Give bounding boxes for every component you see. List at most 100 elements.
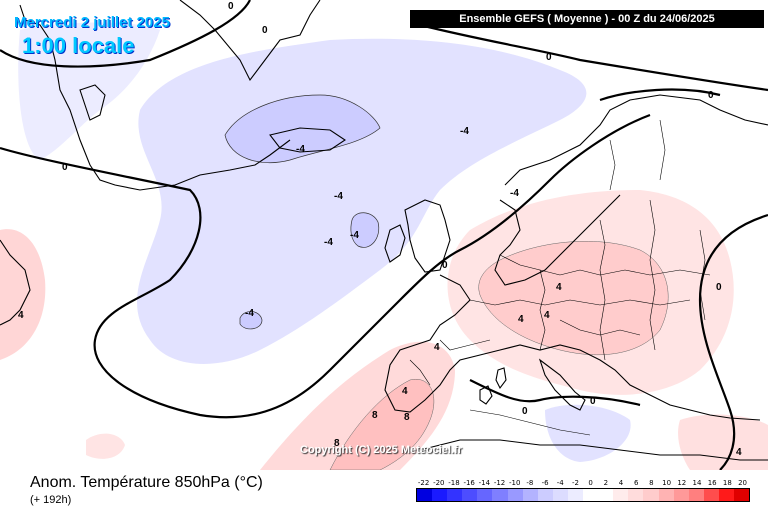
legend-label: 10: [662, 479, 672, 487]
contour-label: 0: [442, 260, 448, 271]
contour-label: -4: [296, 144, 305, 155]
legend-swatch: [552, 489, 568, 501]
contour-label: 4: [544, 310, 550, 321]
contour-labels: 0 0 0 0 0 0 0 0 -4 -4 -4 -4 -4 -4 -4 4 4…: [18, 1, 742, 458]
contour-label: 0: [262, 25, 268, 36]
map-canvas: 0 0 0 0 0 0 0 0 -4 -4 -4 -4 -4 -4 -4 4 4…: [0, 0, 768, 470]
warm-anomaly-area: [678, 414, 768, 470]
contour-label: 8: [404, 412, 410, 423]
contour-label: -4: [324, 237, 333, 248]
legend-label: 0: [588, 479, 593, 487]
legend-swatch: [703, 489, 719, 501]
valid-hour: 1:00 locale: [22, 33, 135, 58]
legend-label: -14: [478, 479, 491, 487]
cool-anomaly-core: [239, 311, 263, 330]
contour-label: 4: [736, 447, 742, 458]
legend-label: 16: [707, 479, 717, 487]
legend-label: 18: [722, 479, 732, 487]
legend-swatch: [492, 489, 508, 501]
contour-label: 4: [518, 314, 524, 325]
legend-label: -4: [556, 479, 564, 487]
contour-label: 4: [434, 342, 440, 353]
contour-label: 0: [228, 1, 234, 12]
contour-label: -4: [350, 230, 359, 241]
legend-label: -20: [433, 479, 445, 487]
legend-label: -2: [571, 479, 579, 487]
legend-swatch: [432, 489, 448, 501]
legend-label: -8: [526, 479, 534, 487]
legend-bar: [416, 488, 750, 502]
country-borders: [409, 119, 711, 436]
contour-label: 8: [334, 438, 340, 449]
warm-anomaly-core: [329, 378, 435, 470]
parameter-title: Anom. Température 850hPa (°C): [30, 474, 263, 491]
legend-swatch: [477, 489, 493, 501]
cool-anomaly-core: [350, 212, 380, 248]
legend-label: 2: [603, 479, 609, 487]
legend-label: 6: [633, 479, 639, 487]
valid-date: Mercredi 2 juillet 2025: [14, 14, 170, 31]
legend-swatch: [447, 489, 463, 501]
legend-swatch: [522, 489, 538, 501]
legend-label: -10: [509, 479, 521, 487]
legend-label: -6: [541, 479, 549, 487]
legend-label: -12: [493, 479, 506, 487]
legend-swatch: [643, 489, 659, 501]
map-footer: Anom. Température 850hPa (°C) (+ 192h) -…: [0, 470, 768, 512]
contour-label: 0: [62, 162, 68, 173]
legend-label: -22: [417, 479, 430, 487]
zero-contour: [419, 23, 768, 92]
contour-label: -4: [510, 188, 519, 199]
legend-swatch: [658, 489, 674, 501]
legend-swatch: [567, 489, 584, 501]
contour-label: 4: [18, 310, 24, 321]
legend-swatch: [417, 489, 433, 501]
legend-swatch: [718, 489, 734, 501]
legend-swatch: [462, 489, 478, 501]
contour-label: 0: [590, 396, 596, 407]
color-legend: -22 -20 -18 -16 -14 -12 -10 -8 -6 -4 -2 0 2 4 6 8 10 12 14…: [416, 478, 750, 502]
legend-label: -18: [448, 479, 460, 487]
legend-swatch: [598, 489, 614, 501]
legend-label: 4: [618, 479, 624, 487]
copyright: Copyright (C) 2025 Meteociel.fr: [300, 444, 462, 456]
lead-time: (+ 192h): [30, 494, 72, 506]
zero-contour: [599, 88, 721, 102]
zero-contour: [469, 379, 641, 407]
legend-swatch: [688, 489, 704, 501]
run-info-banner: Ensemble GEFS ( Moyenne ) - 00 Z du 24/0…: [410, 10, 764, 28]
legend-swatch: [628, 489, 644, 501]
zero-contour: [698, 213, 768, 470]
legend-label: -16: [463, 479, 475, 487]
cool-anomaly-area: [18, 22, 161, 160]
legend-label: 12: [677, 479, 687, 487]
contour-label: 4: [402, 386, 408, 397]
contour-label: 0: [716, 282, 722, 293]
legend-label: 14: [692, 479, 702, 487]
warm-anomaly-area: [0, 229, 46, 360]
contour-label: 4: [556, 282, 562, 293]
legend-label: 8: [649, 479, 654, 487]
legend-swatch: [537, 489, 553, 501]
legend-labels: -22 -20 -18 -16 -14 -12 -10 -8 -6 -4 -2 0 2 4 6 8 10 12 14…: [416, 478, 750, 488]
legend-swatch: [673, 489, 689, 501]
legend-swatch: [733, 489, 750, 501]
cool-anomaly-area: [545, 404, 631, 462]
legend-label: 20: [738, 479, 747, 487]
warm-anomaly-area: [86, 433, 125, 459]
cool-anomaly-core: [224, 94, 381, 164]
zero-contour: [0, 0, 251, 68]
anomaly-map: 0 0 0 0 0 0 0 0 -4 -4 -4 -4 -4 -4 -4 4 4…: [0, 0, 768, 470]
legend-swatch: [507, 489, 523, 501]
contour-label: 0: [546, 52, 552, 63]
contour-label: 8: [372, 410, 378, 421]
legend-swatch: [613, 489, 629, 501]
contour-label: 0: [708, 90, 714, 101]
contour-label: 0: [522, 406, 528, 417]
contour-label: -4: [460, 126, 469, 137]
coastlines: [0, 0, 768, 461]
zero-contour: [0, 113, 651, 419]
contour-label: -4: [334, 191, 343, 202]
warm-anomaly-core: [478, 241, 669, 355]
contour-label: -4: [245, 308, 254, 319]
